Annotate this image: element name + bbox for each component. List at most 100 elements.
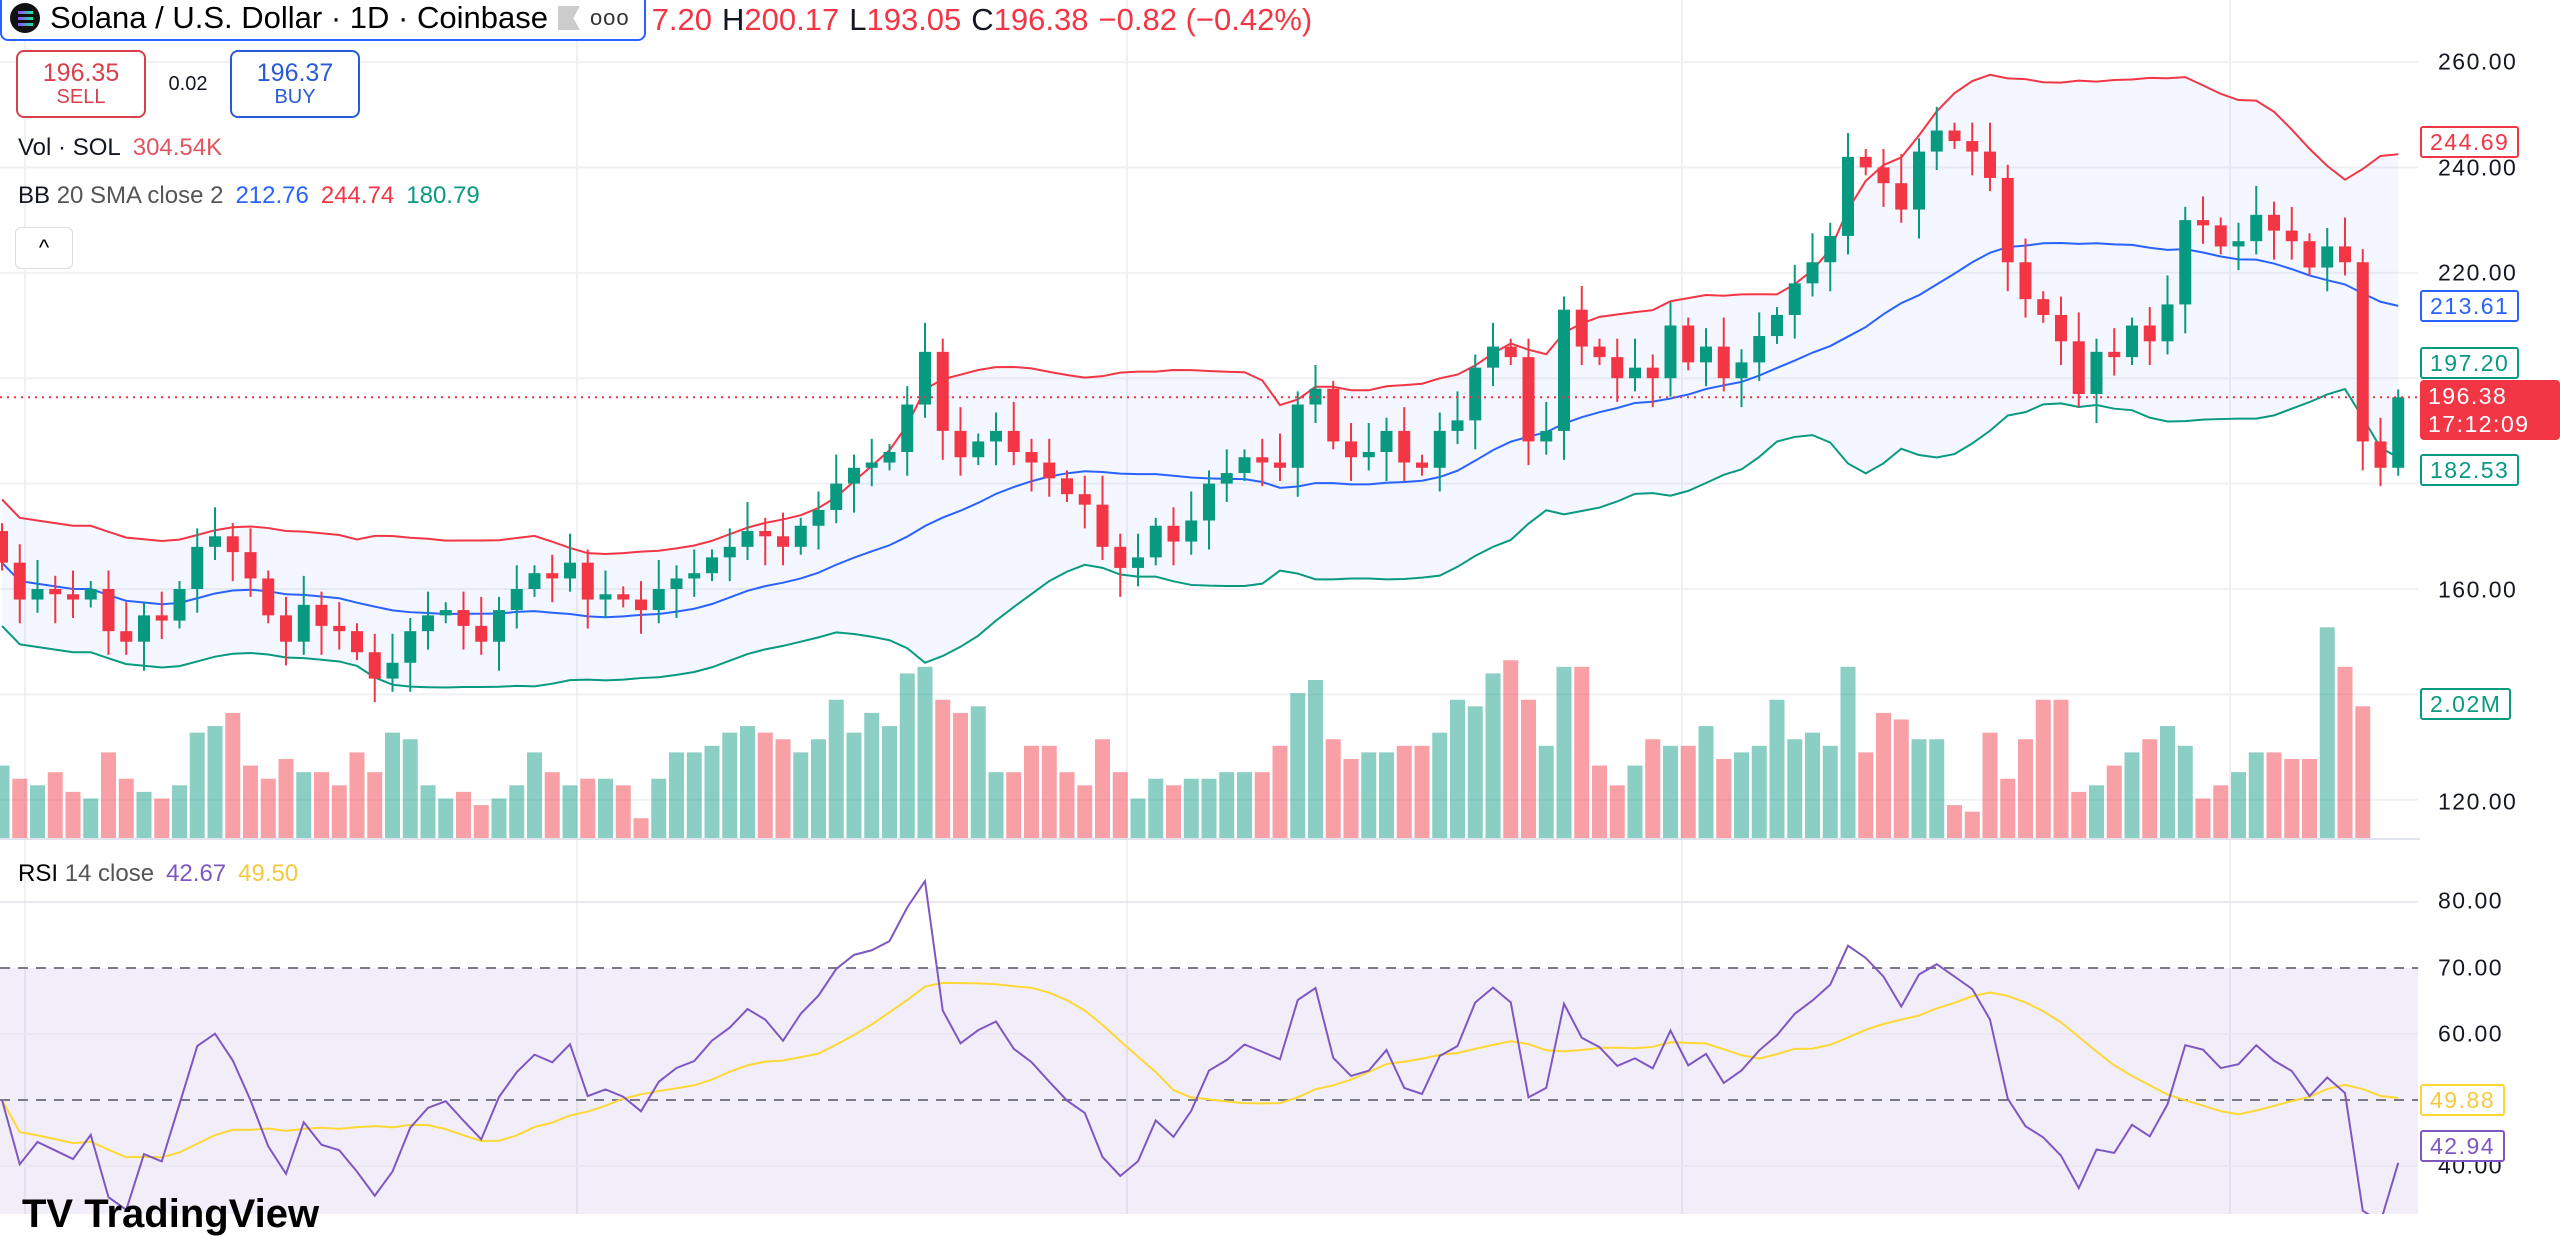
price-tick: 220.00 xyxy=(2438,259,2518,286)
bb-fill xyxy=(2,74,2399,688)
candle-body xyxy=(1522,357,1535,442)
volume-bar xyxy=(1183,778,1199,838)
collapse-legend-button[interactable]: ^ xyxy=(15,227,73,269)
volume-bar xyxy=(1751,745,1767,838)
symbol-title: Solana / U.S. Dollar · 1D · Coinbase xyxy=(50,0,548,35)
sell-button[interactable]: 196.35 SELL xyxy=(16,50,146,118)
rsi-legend[interactable]: RSI 14 close 42.67 49.50 xyxy=(18,860,298,888)
candle-body xyxy=(138,615,150,642)
candle-body xyxy=(1362,451,1375,458)
candle-body xyxy=(1682,325,1695,363)
volume-bar xyxy=(438,798,454,838)
candle-body xyxy=(2339,246,2351,263)
candle-body xyxy=(2090,351,2103,395)
volume-bar xyxy=(1059,772,1075,838)
low-label: L xyxy=(849,2,867,37)
candle-body xyxy=(67,594,79,600)
volume-bar xyxy=(2213,785,2229,838)
candle-body xyxy=(244,552,257,579)
candle-body xyxy=(1149,525,1162,558)
volume-bar xyxy=(527,752,542,838)
candle-body xyxy=(2072,341,2085,395)
more-options-icon[interactable]: ooo xyxy=(589,5,630,30)
candle-body xyxy=(706,557,718,574)
candle-body xyxy=(723,546,736,558)
candle-body xyxy=(2250,214,2263,242)
candle-body xyxy=(422,615,434,632)
candle-body xyxy=(1167,525,1180,542)
candle-body xyxy=(120,631,133,642)
candle-body xyxy=(1788,283,1801,315)
candle-body xyxy=(1238,457,1251,474)
candle-body xyxy=(1611,357,1624,379)
candle-body xyxy=(155,615,168,621)
candle-body xyxy=(1487,346,1499,368)
candle-body xyxy=(1469,367,1482,421)
rsi-tick: 80.00 xyxy=(2438,887,2504,914)
volume-bar xyxy=(1290,693,1306,838)
volume-bar xyxy=(118,778,134,838)
volume-bar xyxy=(331,785,347,838)
volume-bar xyxy=(633,818,649,838)
candle-body xyxy=(1185,520,1198,542)
candle-body xyxy=(1345,441,1357,458)
symbol-box[interactable]: Solana / U.S. Dollar · 1D · Coinbase ooo xyxy=(0,0,646,41)
flag-icon[interactable] xyxy=(557,6,580,30)
volume-bar xyxy=(2319,627,2335,838)
volume-bar xyxy=(1254,772,1270,838)
volume-bar xyxy=(669,752,684,838)
volume-label: Vol · SOL xyxy=(18,134,121,161)
volume-bar xyxy=(189,732,205,838)
candle-body xyxy=(581,562,594,600)
candle-body xyxy=(1025,451,1038,463)
volume-legend[interactable]: Vol · SOL 304.54K xyxy=(18,134,222,162)
candle-body xyxy=(1416,462,1428,468)
volume-bar xyxy=(2337,666,2353,838)
candle-body xyxy=(84,589,97,600)
volume-bar xyxy=(2177,745,2193,838)
candle-body xyxy=(848,467,860,484)
rsi-value: 42.67 xyxy=(166,860,227,887)
candle-body xyxy=(1114,546,1127,568)
bb-lower-tag: 182.53 xyxy=(2420,454,2520,486)
bb-upper-line xyxy=(1,73,2399,555)
candle-body xyxy=(1664,325,1677,379)
volume-bar xyxy=(1219,772,1235,838)
candle-body xyxy=(2321,246,2334,268)
change-value: −0.82 (−0.42%) xyxy=(1098,2,1313,37)
candle-body xyxy=(209,536,221,547)
volume-bar xyxy=(1769,699,1785,838)
buy-button[interactable]: 196.37 BUY xyxy=(230,50,360,118)
volume-bar xyxy=(2160,726,2175,838)
candle-body xyxy=(1930,130,1943,152)
volume-bar xyxy=(225,712,241,838)
candle-body xyxy=(386,662,399,679)
volume-tag: 2.02M xyxy=(2420,688,2512,720)
candle-body xyxy=(1984,151,1996,178)
volume-bar xyxy=(1414,745,1430,838)
volume-bar xyxy=(1787,739,1803,838)
rsi-tick: 60.00 xyxy=(2438,1020,2504,1047)
volume-bar xyxy=(651,778,667,838)
candle-body xyxy=(972,441,985,458)
volume-bar xyxy=(243,765,258,838)
high-tag: 197.20 xyxy=(2420,347,2520,379)
candle-body xyxy=(2126,325,2138,358)
candle-body xyxy=(1700,346,1712,363)
bb-legend[interactable]: BB 20 SMA close 2 212.76 244.74 180.79 xyxy=(18,182,480,210)
candle-body xyxy=(1203,483,1215,521)
candle-body xyxy=(759,531,772,537)
volume-bar xyxy=(935,699,951,838)
sell-label: SELL xyxy=(56,85,106,108)
candle-body xyxy=(2108,351,2121,358)
candle-body xyxy=(1575,309,1588,347)
candle-body xyxy=(1274,462,1286,468)
volume-bar xyxy=(1964,811,1980,838)
volume-bar xyxy=(2071,791,2087,838)
volume-bar xyxy=(1343,758,1359,838)
candle-body xyxy=(2055,314,2067,342)
candle-body xyxy=(1806,262,1819,284)
volume-bar xyxy=(1822,745,1838,838)
candle-body xyxy=(990,430,1002,442)
